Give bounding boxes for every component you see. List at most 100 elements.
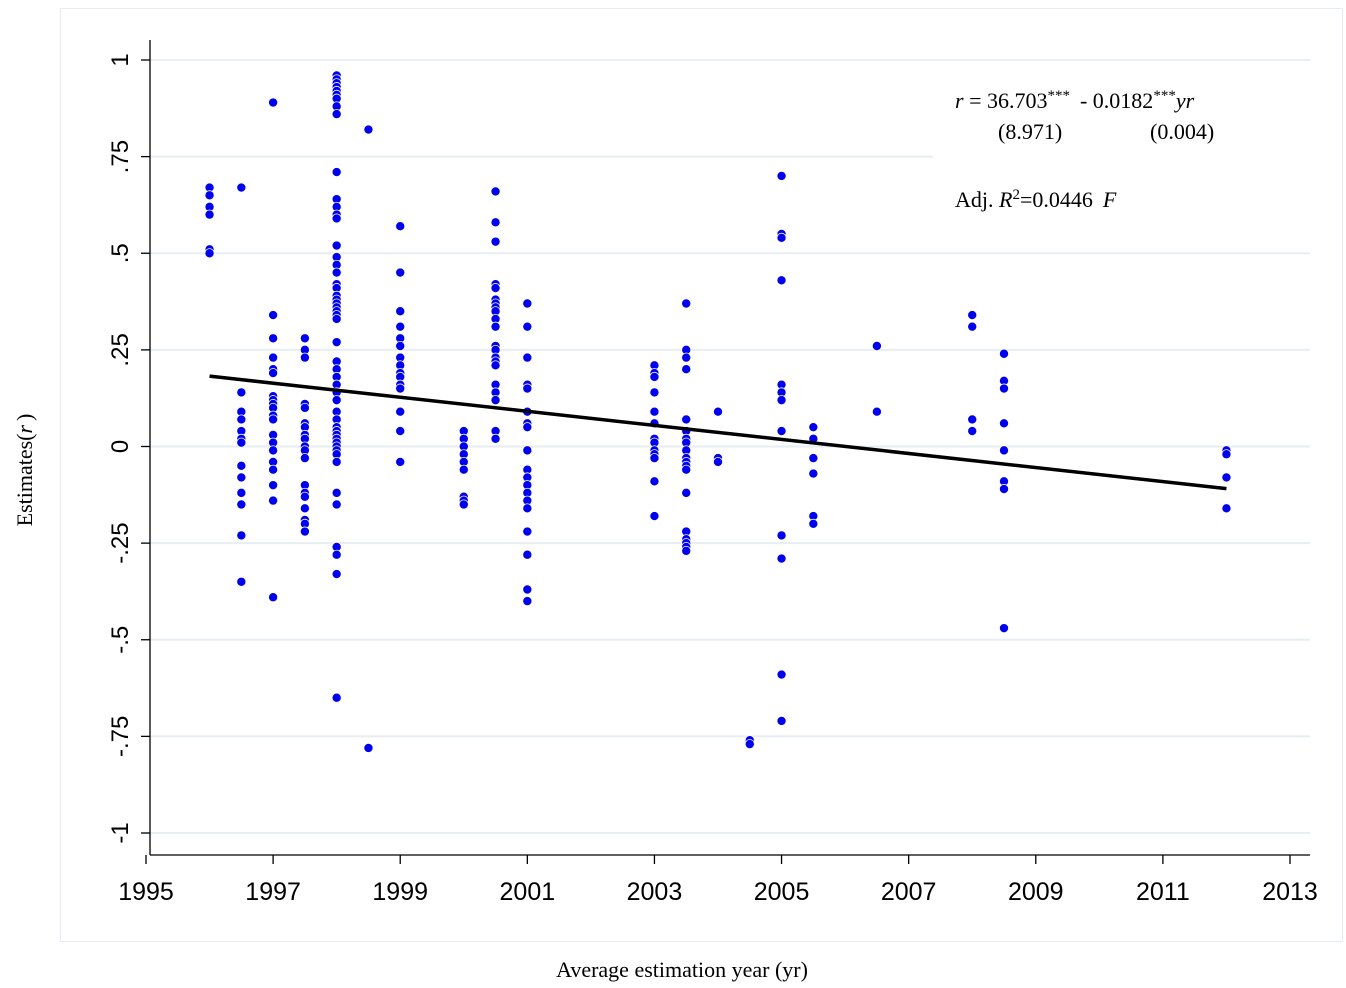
data-point [458,499,469,510]
data-point [522,321,533,332]
data-point [268,414,279,425]
data-point [967,310,978,321]
y-tick-label: -1 [107,822,134,843]
data-point [268,333,279,344]
data-point [999,484,1010,495]
data-point [490,217,501,228]
data-point [236,530,247,541]
data-point [776,553,787,564]
data-point [490,433,501,444]
data-point [268,480,279,491]
adj-r2-line: Adj. R2=0.0446 F [955,187,1117,212]
data-point [522,298,533,309]
data-point [299,352,310,363]
data-point [776,715,787,726]
data-point [522,596,533,607]
data-point [999,623,1010,634]
data-point [299,402,310,413]
x-tick-label: 2005 [754,878,810,906]
data-point [999,348,1010,359]
data-point [967,414,978,425]
data-point [331,692,342,703]
data-point [744,739,755,750]
data-point [681,545,692,556]
data-point [808,518,819,529]
data-point [967,321,978,332]
x-tick-label: 1995 [118,878,174,906]
data-point [236,472,247,483]
data-point [331,456,342,467]
data-point [649,453,660,464]
fit-line [209,374,1227,491]
data-point [236,499,247,510]
data-point [331,213,342,224]
data-point [268,97,279,108]
x-tick-label: 2001 [500,878,556,906]
plot-frame [60,8,1343,942]
y-tick-label: .25 [107,333,134,366]
data-point [808,453,819,464]
data-point [713,456,724,467]
y-tick-label: .5 [107,243,134,263]
data-point [522,352,533,363]
data-point [395,456,406,467]
x-tick-label: 2009 [1008,878,1064,906]
data-point [268,310,279,321]
data-point [268,445,279,456]
data-point [299,503,310,514]
data-point [395,406,406,417]
data-point [299,453,310,464]
data-point [268,352,279,363]
data-point [776,530,787,541]
data-point [331,487,342,498]
data-point [490,236,501,247]
se-constant: (8.971) [998,119,1062,144]
data-point [649,371,660,382]
axes: -1 -.75 -.5 -.25 0 .25 .5 .75 1 1995 1997 1999 2001 2… [107,40,1318,906]
data-point [681,298,692,309]
x-tick-label: 2003 [627,878,683,906]
data-point [522,383,533,394]
data-point [522,503,533,514]
data-point [395,426,406,437]
se-slope: (0.004) [1150,119,1214,144]
equation-line: r = 36.703*** - 0.0182***yr [955,88,1195,113]
y-tick-label: -.5 [107,626,134,654]
data-point [395,267,406,278]
data-point [395,383,406,394]
data-point [649,476,660,487]
y-axis-title: Estimates(r) [12,414,37,527]
data-point [204,209,215,220]
data-point [236,387,247,398]
data-point [1221,503,1232,514]
data-point [331,267,342,278]
data-point [331,337,342,348]
data-point [268,464,279,475]
x-tick-label: 2013 [1262,878,1318,906]
data-point [458,464,469,475]
data-point [522,422,533,433]
data-point [776,275,787,286]
data-point [522,445,533,456]
data-point [236,487,247,498]
data-point [776,426,787,437]
data-point [490,360,501,371]
data-point [776,669,787,680]
data-point [395,321,406,332]
data-point [331,569,342,580]
data-point [1221,472,1232,483]
data-point [808,422,819,433]
x-tick-label: 1999 [372,878,428,906]
data-point [236,182,247,193]
data-point [395,341,406,352]
data-point [299,526,310,537]
data-point [649,387,660,398]
data-point [331,313,342,324]
data-point [268,495,279,506]
data-point [999,383,1010,394]
data-point [1221,449,1232,460]
gridlines [150,59,1310,834]
data-point [649,406,660,417]
data-point [236,414,247,425]
